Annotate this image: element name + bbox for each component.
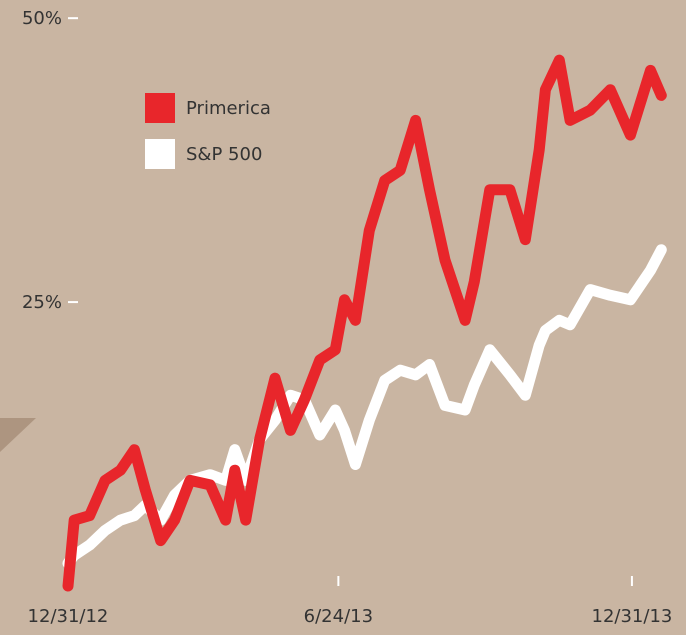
legend-label: Primerica <box>186 98 271 119</box>
legend-swatch <box>145 139 175 169</box>
legend-label: S&P 500 <box>186 144 262 165</box>
legend-swatch <box>145 93 175 123</box>
x-tick-label: 12/31/12 <box>28 606 109 627</box>
series-line <box>62 54 667 592</box>
x-tick-label: 6/24/13 <box>304 606 373 627</box>
x-tick-label: 12/31/13 <box>592 606 673 627</box>
y-tick-label: 25% <box>22 292 62 313</box>
y-tick-label: 50% <box>22 8 62 29</box>
decoration <box>0 418 36 452</box>
